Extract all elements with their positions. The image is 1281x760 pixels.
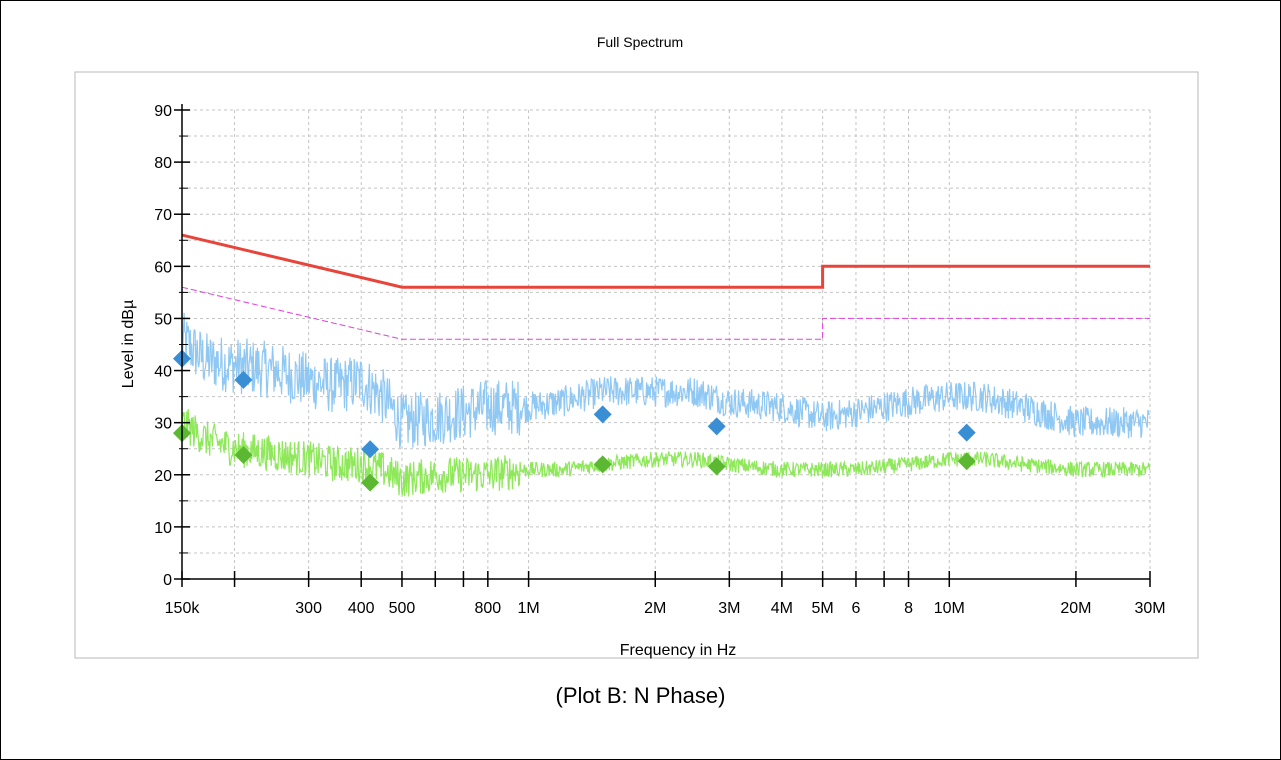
x-tick-label: 3M <box>718 600 740 617</box>
y-axis-title: Level in dBµ <box>120 300 137 388</box>
peak-marker-2 <box>234 445 253 464</box>
peak-marker-1 <box>707 417 726 436</box>
x-tick-label: 10M <box>934 600 965 617</box>
x-tick-label: 5M <box>812 600 834 617</box>
peak-marker-1 <box>234 370 253 389</box>
peak-marker-1 <box>361 440 380 459</box>
y-tick-label: 70 <box>154 207 172 224</box>
limit-line-2 <box>181 286 1150 340</box>
x-tick-label: 400 <box>348 600 375 617</box>
y-tick-label: 60 <box>154 259 172 276</box>
x-tick-label: 1M <box>517 600 539 617</box>
y-tick-label: 50 <box>154 311 172 328</box>
figure-caption: (Plot B: N Phase) <box>555 683 726 708</box>
x-tick-label: 6 <box>852 600 861 617</box>
series-layer <box>181 233 1151 497</box>
y-tick-label: 30 <box>154 416 172 433</box>
x-tick-label: 2M <box>644 600 666 617</box>
x-tick-label: 300 <box>295 600 322 617</box>
grid-lines <box>182 109 1151 579</box>
x-tick-label: 4M <box>771 600 793 617</box>
y-tick-label: 10 <box>154 520 172 537</box>
x-tick-label: 800 <box>474 600 501 617</box>
y-tick-label: 40 <box>154 364 172 381</box>
peak-marker-1 <box>957 423 976 442</box>
x-tick-label: 30M <box>1134 600 1165 617</box>
peak-marker-2 <box>707 457 726 476</box>
chart-title: Full Spectrum <box>597 34 683 50</box>
x-tick-label: 500 <box>389 600 416 617</box>
peak-marker-2 <box>593 455 612 474</box>
limit-line-1 <box>181 233 1150 289</box>
axes: 0 10 20 30 40 50 60 70 80 90 150k 300 400 500 800 1M 2M 3… <box>154 103 1165 617</box>
y-tick-label: 20 <box>154 468 172 485</box>
measured-trace-2 <box>181 408 1151 497</box>
peak-marker-2 <box>361 473 380 492</box>
peak-marker-2 <box>957 452 976 471</box>
x-tick-label: 20M <box>1060 600 1091 617</box>
x-tick-label: 8 <box>904 600 913 617</box>
y-tick-label: 0 <box>163 572 172 589</box>
y-tick-label: 80 <box>154 155 172 172</box>
measured-trace-1 <box>181 312 1151 449</box>
x-axis-title: Frequency in Hz <box>620 642 737 659</box>
marker-layer <box>173 349 976 492</box>
peak-marker-1 <box>593 405 612 424</box>
y-tick-label: 90 <box>154 103 172 120</box>
x-tick-label: 150k <box>165 600 201 617</box>
